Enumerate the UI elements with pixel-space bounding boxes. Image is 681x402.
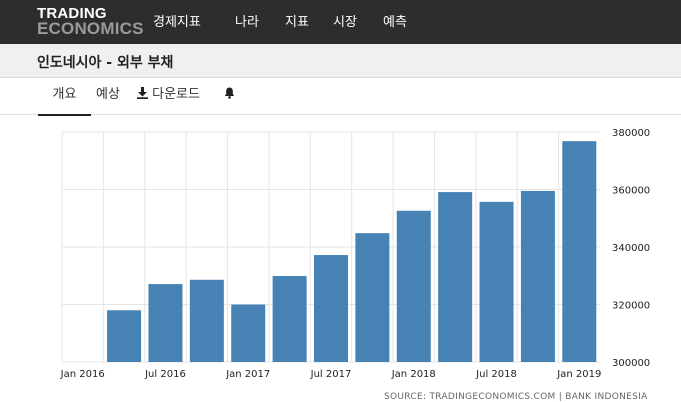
tab-download[interactable]: 다운로드 xyxy=(137,78,200,114)
tab-overview[interactable]: 개요 xyxy=(38,78,91,116)
bar-apr-2017[interactable] xyxy=(272,276,307,362)
x-tick-label: Jan 2018 xyxy=(391,369,436,380)
bar-oct-2018[interactable] xyxy=(520,190,555,362)
nav-item-markets[interactable]: 시장 xyxy=(333,15,357,30)
bar-apr-2016[interactable] xyxy=(107,310,142,362)
bar-oct-2017[interactable] xyxy=(355,233,390,362)
x-tick-label: Jul 2018 xyxy=(475,369,517,380)
chart-source: SOURCE: TRADINGECONOMICS.COM | BANK INDO… xyxy=(384,392,648,402)
nav-item-forecast[interactable]: 예측 xyxy=(383,15,407,30)
y-tick-label: 360000 xyxy=(612,186,650,197)
logo-line-1: TRADING xyxy=(37,5,107,22)
tab-download-label: 다운로드 xyxy=(152,87,200,102)
page-title: 인도네시아 - 외부 부채 xyxy=(37,55,174,71)
tab-bar: 개요 예상 다운로드 xyxy=(0,78,681,116)
bar-oct-2016[interactable] xyxy=(189,279,224,362)
y-tick-label: 380000 xyxy=(612,128,650,139)
bar-jul-2016[interactable] xyxy=(148,284,183,362)
chart-bars xyxy=(107,141,597,363)
x-tick-label: Jan 2016 xyxy=(60,369,105,380)
chart-y-axis: 300000 320000 340000 360000 380000 xyxy=(612,128,650,369)
y-tick-label: 300000 xyxy=(612,358,650,369)
y-tick-label: 320000 xyxy=(612,301,650,312)
x-tick-label: Jul 2016 xyxy=(144,369,186,380)
tab-forecast[interactable]: 예상 xyxy=(96,78,120,114)
bar-jan-2019[interactable] xyxy=(562,141,597,362)
bar-jul-2017[interactable] xyxy=(314,255,348,362)
x-tick-label: Jul 2017 xyxy=(310,369,352,380)
bar-jan-2018[interactable] xyxy=(396,210,431,362)
logo-line-2: ECONOMICS xyxy=(37,19,144,38)
chart-x-axis: Jan 2016 Jul 2016 Jan 2017 Jul 2017 Jan 2018… xyxy=(60,369,602,380)
bar-jul-2018[interactable] xyxy=(479,201,514,362)
bar-jan-2017[interactable] xyxy=(231,304,266,363)
title-bar: 인도네시아 - 외부 부채 xyxy=(0,44,681,78)
nav-item-countries[interactable]: 나라 xyxy=(235,15,259,30)
bell-icon xyxy=(224,87,235,99)
nav-item-indicators-list[interactable]: 지표 xyxy=(285,15,309,30)
download-icon xyxy=(137,87,148,99)
alert-button[interactable] xyxy=(224,78,235,114)
nav-item-indicators[interactable]: 경제지표 xyxy=(153,15,201,30)
bar-apr-2018[interactable] xyxy=(438,192,473,362)
tab-forecast-label: 예상 xyxy=(96,87,120,102)
x-tick-label: Jan 2019 xyxy=(556,369,601,380)
top-navigation-bar: TRADING ECONOMICS 경제지표 나라 지표 시장 예측 xyxy=(0,0,681,44)
y-tick-label: 340000 xyxy=(612,243,650,254)
trading-economics-logo[interactable]: TRADING ECONOMICS xyxy=(37,6,144,37)
tab-overview-label: 개요 xyxy=(52,87,77,102)
x-tick-label: Jan 2017 xyxy=(225,369,270,380)
